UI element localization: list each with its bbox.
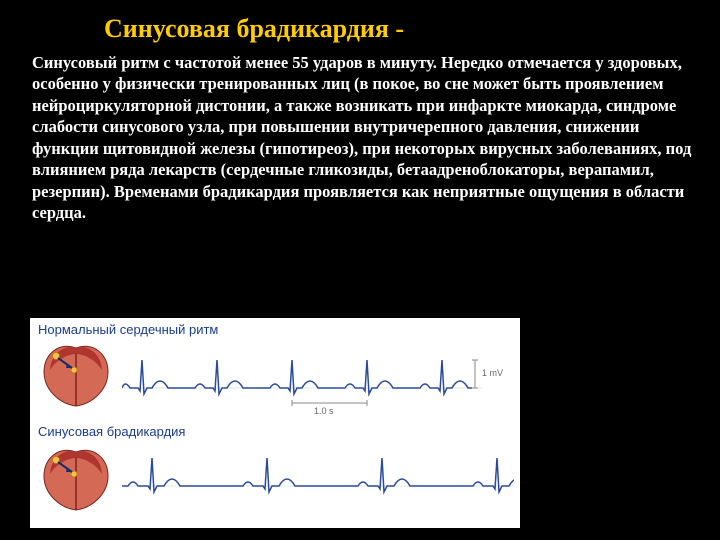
brady-rhythm-label: Синусовая брадикардия [38,424,185,439]
ecg-normal-trace: 1 mV 1.0 s [122,338,514,416]
heart-brady-icon [36,444,116,514]
normal-rhythm-label: Нормальный сердечный ритм [38,322,218,337]
ecg-brady-trace [122,446,514,516]
slide-title: Синусовая брадикардия - [104,14,404,44]
heart-normal-icon [36,340,116,410]
scale-mv-label: 1 mV [482,368,503,378]
scale-s-label: 1.0 s [314,406,334,416]
ecg-figure: Нормальный сердечный ритм 1 mV 1.0 s Син… [30,318,520,528]
slide-body: Синусовый ритм с частотой менее 55 ударо… [32,52,696,224]
